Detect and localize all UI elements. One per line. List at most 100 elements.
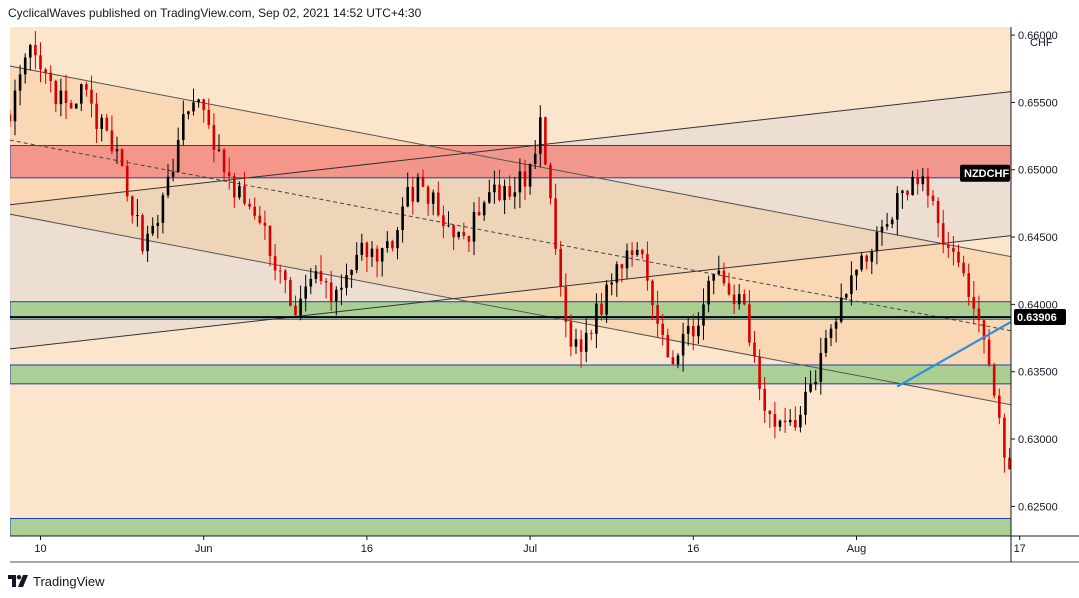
candle-body — [1059, 400, 1062, 432]
candle — [692, 314, 695, 351]
candle — [794, 406, 797, 431]
candle-body — [401, 206, 404, 231]
candle-body — [493, 184, 496, 193]
candle-body — [697, 325, 700, 337]
candle-body — [896, 193, 899, 220]
candle-body — [23, 57, 27, 75]
candle — [406, 172, 409, 208]
candle-body — [804, 391, 807, 415]
candle-body — [324, 281, 328, 283]
candle-body — [727, 283, 731, 295]
candle — [74, 103, 78, 109]
candle-body — [49, 72, 52, 81]
candle-body — [90, 89, 93, 104]
candle — [829, 324, 833, 347]
candle — [676, 353, 680, 369]
candle-body — [671, 357, 675, 365]
candle — [962, 255, 965, 277]
candle-body — [992, 364, 996, 396]
candle — [748, 290, 751, 347]
candle — [467, 235, 471, 253]
candle — [401, 197, 404, 243]
candle-body — [646, 254, 649, 281]
candle-body — [661, 323, 664, 335]
candle-body — [834, 321, 838, 329]
price-axis-tick-label: 0.65500 — [1018, 97, 1058, 109]
candle-body — [926, 176, 930, 196]
candle-body — [85, 84, 88, 90]
candle-body — [737, 294, 741, 305]
candle-body — [80, 84, 83, 104]
candle — [554, 183, 557, 255]
candle-body — [620, 264, 624, 269]
candle-body — [120, 149, 124, 166]
candle — [335, 286, 338, 316]
candle-body — [34, 44, 37, 56]
candle-body — [39, 55, 42, 70]
candle-body — [54, 80, 58, 105]
candle — [268, 225, 272, 267]
candle — [105, 113, 109, 132]
candle-body — [18, 74, 22, 91]
candle — [814, 370, 817, 391]
candle — [508, 175, 511, 201]
candle-body — [314, 271, 318, 279]
candle-body — [717, 270, 721, 275]
candle — [1024, 482, 1027, 502]
candle-body — [350, 270, 353, 276]
candle — [192, 88, 195, 116]
candle — [355, 242, 358, 274]
candle-body — [222, 149, 226, 173]
candle — [661, 313, 664, 346]
candle-body — [595, 303, 598, 334]
candle-body — [549, 164, 552, 199]
candle — [1049, 467, 1052, 486]
candle — [809, 370, 812, 394]
zone-support-3 — [10, 517, 1011, 536]
candle — [146, 225, 149, 262]
candle-body — [110, 130, 114, 152]
candle-body — [59, 90, 63, 105]
candle — [584, 318, 588, 363]
candle-body — [666, 334, 670, 358]
candle-body — [238, 185, 241, 198]
candle — [18, 64, 22, 106]
pane-fill — [10, 27, 1011, 536]
candle — [421, 169, 425, 188]
candle-body — [156, 222, 160, 226]
candle — [161, 192, 165, 234]
candle — [156, 214, 160, 239]
candle-body — [635, 249, 639, 255]
candle — [957, 244, 960, 268]
candle-body — [921, 176, 925, 185]
candle-body — [391, 241, 394, 249]
candle — [870, 248, 874, 275]
candle-body — [845, 294, 848, 298]
candle-body — [44, 69, 47, 73]
candle-body — [284, 270, 287, 281]
candle — [656, 290, 659, 338]
candle-body — [957, 251, 960, 263]
candle-body — [29, 44, 32, 58]
candle — [646, 241, 649, 291]
candle — [217, 134, 221, 153]
candle-body — [610, 282, 613, 285]
candle — [314, 265, 318, 284]
time-axis-tick-label: Aug — [847, 543, 867, 555]
price-axis-tick-label: 0.66000 — [1018, 30, 1058, 42]
candle-body — [151, 225, 154, 234]
candle — [528, 163, 532, 195]
candle — [207, 98, 211, 129]
candle-body — [590, 332, 593, 334]
candle-body — [1069, 382, 1072, 391]
candle — [824, 329, 828, 358]
candle — [1064, 390, 1067, 415]
candle — [85, 81, 88, 97]
candle-body — [564, 286, 568, 322]
candle-body — [136, 215, 139, 217]
candle-body — [182, 114, 185, 140]
candle-body — [539, 117, 542, 154]
candle — [1029, 475, 1032, 500]
candle-body — [533, 153, 537, 165]
